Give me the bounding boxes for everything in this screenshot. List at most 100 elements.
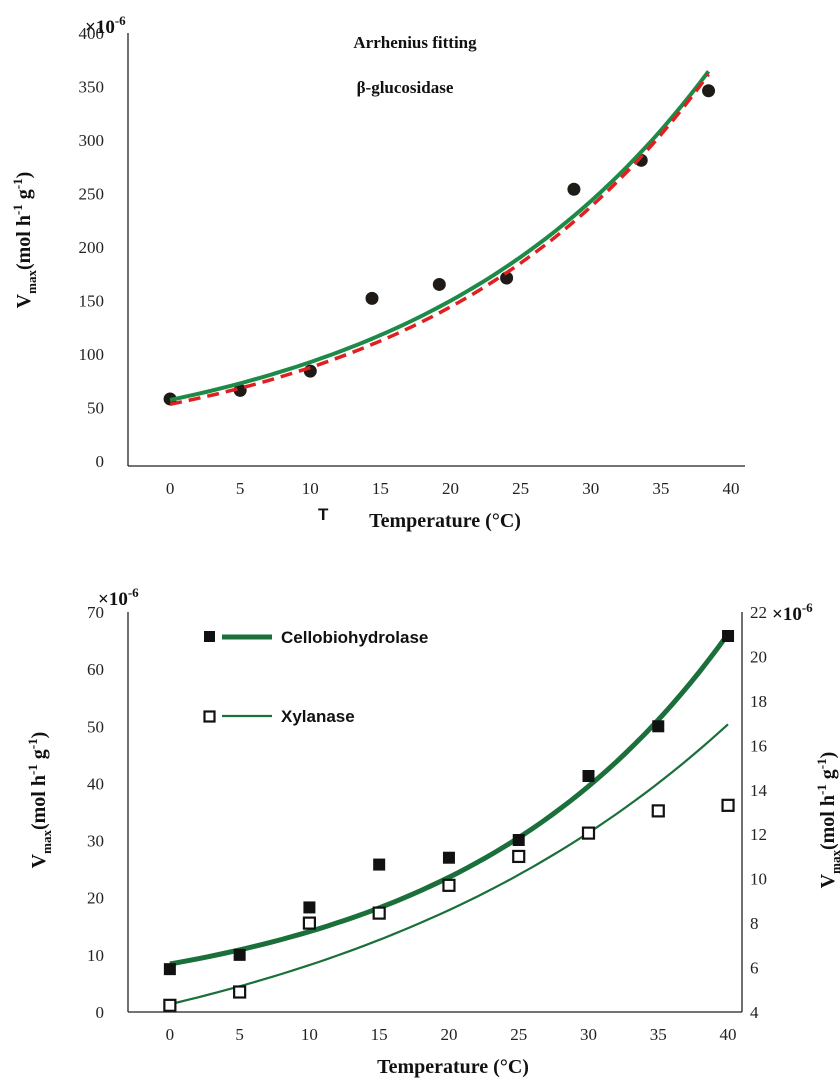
bottom-right-y-tick-label: 18 (750, 692, 767, 711)
top-x-tick-label: 30 (582, 479, 599, 498)
top-chart-subtitle: β-glucosidase (357, 78, 454, 97)
bottom-data-point-xylanase (651, 804, 665, 818)
top-data-point (702, 84, 716, 98)
top-x-axis-label: Temperature (°C) (369, 510, 521, 532)
bottom-left-y-multiplier: ×10-6 (98, 585, 139, 610)
top-plot-area (163, 70, 716, 407)
top-y-tick-label: 150 (79, 292, 105, 311)
svg-text:Vmax(mol h-1 g-1): Vmax(mol h-1 g-1) (25, 732, 54, 869)
top-x-tick-label: 20 (442, 479, 459, 498)
panel-bottom: 0 10 20 30 40 50 60 70 4 6 8 10 12 14 16 18 20 22 0 5 10 15… (25, 585, 840, 1078)
bottom-right-y-tick-label: 8 (750, 914, 759, 933)
top-x-tick-label: 5 (236, 479, 245, 498)
bottom-data-point-xylanase (163, 998, 177, 1012)
bottom-right-y-tick-label: 14 (750, 781, 768, 800)
bottom-data-point-cellobiohydrolase (233, 948, 246, 961)
bottom-data-point-cellobiohydrolase (722, 630, 735, 642)
legend-label-cellobiohydrolase: Cellobiohydrolase (281, 628, 428, 647)
bottom-fit-line-cellobiohydrolase (169, 632, 731, 967)
top-y-tick-label: 200 (79, 238, 105, 257)
top-stray-label: T (318, 505, 329, 524)
bottom-x-tick-label: 20 (440, 1025, 457, 1044)
legend-marker-xylanase (203, 710, 216, 723)
top-data-point (303, 364, 317, 378)
top-y-tick-label: 400 (79, 24, 105, 43)
bottom-x-tick-label: 25 (510, 1025, 527, 1044)
top-fit-line-dashed (169, 73, 710, 407)
bottom-right-y-tick-label: 6 (750, 959, 759, 978)
top-x-ticks: 0 5 10 15 20 25 30 35 40 (166, 479, 740, 498)
bottom-x-tick-label: 5 (235, 1025, 244, 1044)
bottom-plot-area (163, 630, 735, 1012)
bottom-x-axis-label: Temperature (°C) (377, 1056, 529, 1078)
bottom-data-point-xylanase (581, 826, 596, 840)
top-x-tick-label: 25 (512, 479, 529, 498)
bottom-fit-line-xylanase (169, 723, 729, 1006)
bottom-x-tick-label: 30 (580, 1025, 597, 1044)
top-y-ticks: 0 50 100 150 200 250 300 350 400 (79, 24, 105, 471)
svg-text:Vmax(mol h-1 g-1): Vmax(mol h-1 g-1) (814, 752, 840, 889)
bottom-x-tick-label: 35 (650, 1025, 667, 1044)
top-x-tick-label: 35 (652, 479, 669, 498)
bottom-left-y-tick-label: 20 (87, 889, 104, 908)
bottom-left-y-tick-label: 40 (87, 774, 104, 793)
top-data-point (500, 271, 514, 285)
legend-marker-cellobiohydrolase (204, 631, 215, 642)
bottom-right-y-tick-label: 22 (750, 603, 767, 622)
bottom-data-point-xylanase (372, 906, 386, 920)
bottom-right-y-axis-label: Vmax(mol h-1 g-1) (814, 752, 840, 889)
top-y-multiplier: ×10-6 (85, 13, 126, 38)
bottom-data-point-cellobiohydrolase (442, 851, 455, 864)
top-data-point (567, 182, 581, 196)
top-x-tick-label: 40 (722, 479, 739, 498)
top-y-tick-label: 100 (79, 345, 105, 364)
top-y-tick-label: 0 (96, 452, 105, 471)
bottom-data-point-cellobiohydrolase (582, 770, 595, 782)
bottom-x-tick-label: 0 (166, 1025, 175, 1044)
top-y-tick-label: 250 (79, 185, 105, 204)
panel-top: 0 50 100 150 200 250 300 350 400 0 5 10 15 20 25 30 35 4… (10, 13, 745, 532)
bottom-right-y-tick-label: 16 (750, 736, 767, 755)
bottom-x-tick-label: 10 (301, 1025, 318, 1044)
top-fit-line-solid (169, 70, 711, 402)
bottom-data-point-xylanase (442, 878, 456, 892)
bottom-left-y-tick-label: 30 (87, 832, 104, 851)
bottom-data-point-xylanase (512, 849, 526, 864)
top-data-point (365, 291, 379, 305)
bottom-right-y-tick-label: 4 (750, 1003, 759, 1022)
bottom-left-y-ticks: 0 10 20 30 40 50 60 70 (87, 603, 104, 1022)
top-y-tick-label: 350 (79, 78, 105, 97)
top-y-tick-label: 300 (79, 131, 105, 150)
bottom-data-point-xylanase (302, 916, 317, 930)
bottom-data-point-xylanase (721, 798, 735, 812)
bottom-legend: Cellobiohydrolase Xylanase (203, 628, 428, 726)
svg-text:Vmax(mol h-1 g-1): Vmax(mol h-1 g-1) (10, 172, 39, 309)
bottom-x-tick-label: 15 (371, 1025, 388, 1044)
bottom-left-y-tick-label: 70 (87, 603, 104, 622)
bottom-x-tick-label: 40 (720, 1025, 737, 1044)
bottom-data-point-cellobiohydrolase (652, 720, 665, 733)
bottom-left-y-axis-label: Vmax(mol h-1 g-1) (25, 732, 54, 869)
top-y-tick-label: 50 (87, 399, 104, 418)
bottom-left-y-tick-label: 60 (87, 660, 104, 679)
bottom-x-ticks: 0 5 10 15 20 25 30 35 40 (166, 1025, 737, 1044)
bottom-data-point-cellobiohydrolase (512, 834, 525, 846)
bottom-right-y-tick-label: 20 (750, 647, 767, 666)
top-x-tick-label: 10 (302, 479, 319, 498)
bottom-right-y-ticks: 4 6 8 10 12 14 16 18 20 22 (750, 603, 768, 1022)
bottom-data-point-cellobiohydrolase (373, 858, 386, 871)
bottom-data-point-cellobiohydrolase (303, 901, 316, 914)
bottom-left-y-tick-label: 0 (96, 1003, 105, 1022)
top-data-point (432, 277, 446, 291)
bottom-right-y-tick-label: 12 (750, 825, 767, 844)
top-x-tick-label: 0 (166, 479, 175, 498)
bottom-data-point-cellobiohydrolase (163, 963, 176, 976)
top-x-tick-label: 15 (372, 479, 389, 498)
top-data-point (233, 383, 247, 397)
bottom-data-point-xylanase (233, 985, 247, 999)
bottom-left-y-tick-label: 10 (87, 946, 104, 965)
legend-label-xylanase: Xylanase (281, 707, 355, 726)
top-chart-title: Arrhenius fitting (353, 33, 477, 52)
bottom-left-y-tick-label: 50 (87, 717, 104, 736)
